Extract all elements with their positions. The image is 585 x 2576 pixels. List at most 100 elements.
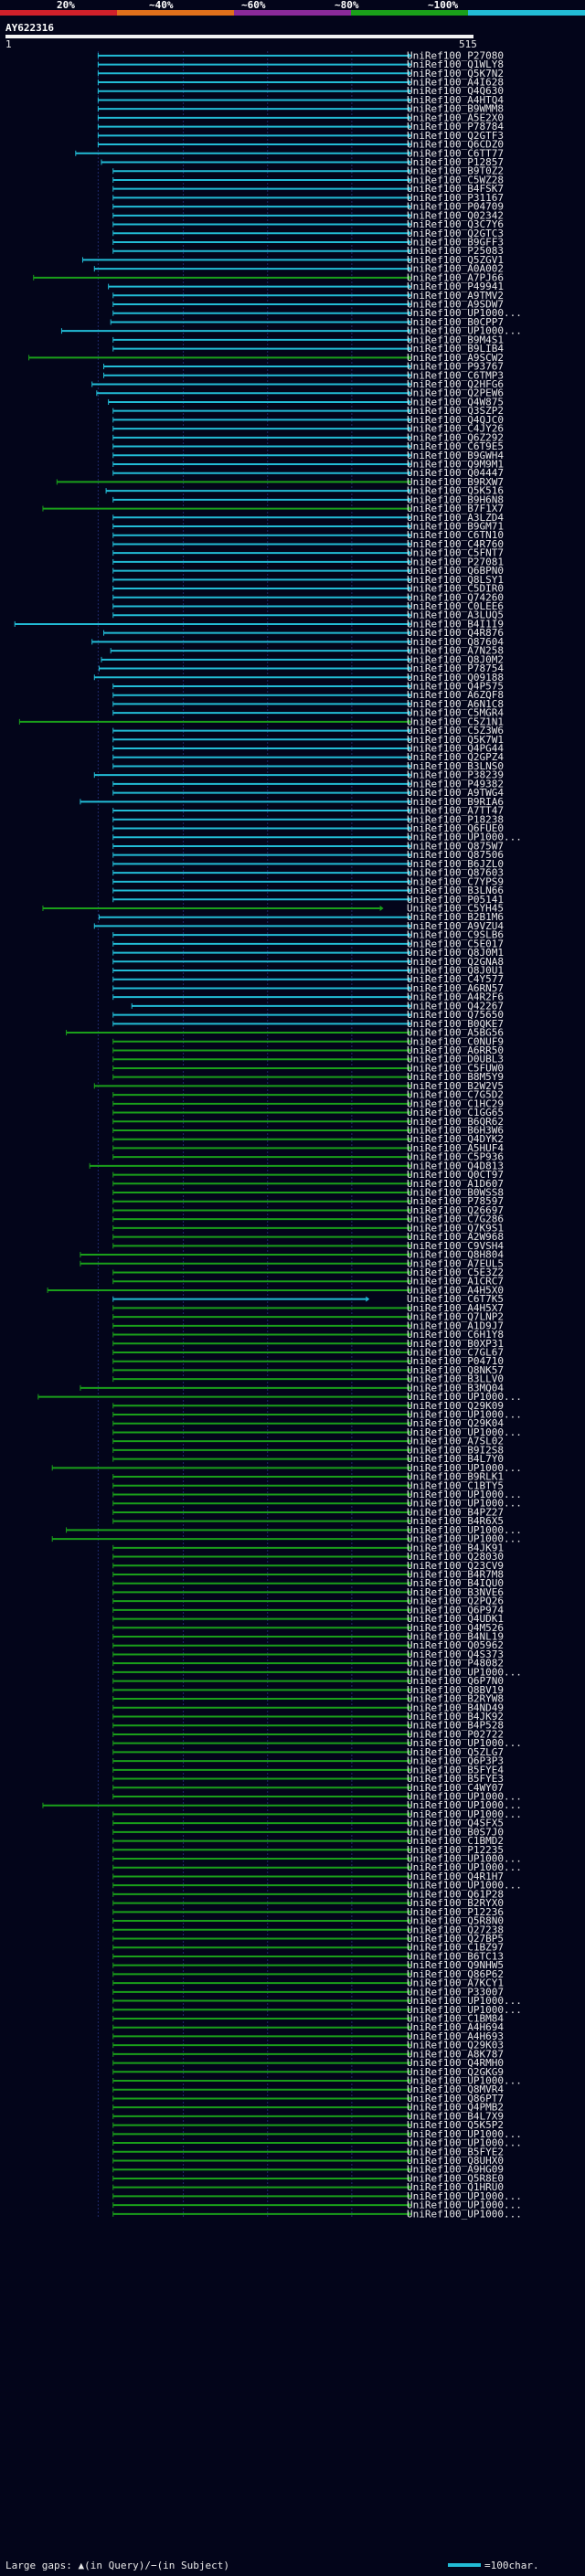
hit-row[interactable]: UniRef100_Q4RMH0 <box>112 2057 504 2069</box>
hit-label[interactable]: UniRef100_B6H3W6 <box>407 1124 504 1136</box>
hit-row[interactable]: UniRef100_B6TC13 <box>112 1950 504 1962</box>
hit-label[interactable]: UniRef100_Q6CDZ0 <box>407 139 504 151</box>
hit-row[interactable]: UniRef100_Q2HFG6 <box>91 378 504 390</box>
hit-label[interactable]: UniRef100_B4FSK7 <box>407 183 504 195</box>
hit-row[interactable]: UniRef100_Q2PEW6 <box>96 387 504 399</box>
hit-label[interactable]: UniRef100_A2W968 <box>407 1231 504 1243</box>
hit-label[interactable]: UniRef100_UP1000... <box>407 307 522 319</box>
hit-row[interactable]: UniRef100_C4WY07 <box>112 1782 504 1794</box>
hit-row[interactable]: UniRef100_Q4UDK1 <box>112 1613 504 1625</box>
hit-row[interactable]: UniRef100_Q6P7N0 <box>112 1675 504 1687</box>
hit-row[interactable]: UniRef100_Q3C7Y6 <box>112 218 504 230</box>
hit-row[interactable]: UniRef100_B9GFF3 <box>112 236 504 248</box>
hit-label[interactable]: UniRef100_UP1000... <box>407 1808 522 1820</box>
hit-row[interactable]: UniRef100_B9GM71 <box>112 521 504 533</box>
hit-label[interactable]: UniRef100_B4P528 <box>407 1720 504 1732</box>
hit-row[interactable]: UniRef100_B0CPP7 <box>110 316 504 328</box>
hit-label[interactable]: UniRef100_B9M4S1 <box>407 334 504 345</box>
hit-row[interactable]: UniRef100_Q5K7N2 <box>97 68 504 80</box>
hit-row[interactable]: UniRef100_A5BG56 <box>66 1027 504 1039</box>
hit-label[interactable]: UniRef100_P12235 <box>407 1844 504 1856</box>
hit-label[interactable]: UniRef100_UP1000... <box>407 1489 522 1500</box>
hit-label[interactable]: UniRef100_Q75650 <box>407 1009 504 1021</box>
hit-label[interactable]: UniRef100_Q09188 <box>407 672 504 684</box>
hit-label[interactable]: UniRef100_B2RYX0 <box>407 1897 504 1909</box>
hit-label[interactable]: UniRef100_Q8J0M2 <box>407 653 504 665</box>
hit-row[interactable]: UniRef100_B4ND49 <box>112 1701 504 1713</box>
hit-row[interactable]: UniRef100_P49382 <box>112 778 504 790</box>
hit-label[interactable]: UniRef100_B9GM71 <box>407 521 504 533</box>
hit-row[interactable]: UniRef100_Q6BPN0 <box>112 565 504 577</box>
hit-row[interactable]: UniRef100_P05141 <box>112 894 504 906</box>
hit-row[interactable]: UniRef100_Q29K04 <box>112 1417 505 1429</box>
hit-label[interactable]: UniRef100_Q4M526 <box>407 1622 504 1634</box>
hit-row[interactable]: UniRef100_A9TMV2 <box>112 290 504 302</box>
hit-row[interactable]: UniRef100_Q6CDZ0 <box>97 139 504 151</box>
hit-label[interactable]: UniRef100_Q4W875 <box>407 396 504 408</box>
hit-label[interactable]: UniRef100_UP1000... <box>407 2137 522 2149</box>
hit-row[interactable]: UniRef100_Q6Z292 <box>112 431 504 443</box>
hit-label[interactable]: UniRef100_C5Z1N1 <box>407 716 504 727</box>
hit-row[interactable]: UniRef100_A7SL02 <box>112 1436 504 1447</box>
hit-label[interactable]: UniRef100_C6TT77 <box>407 147 504 159</box>
hit-row[interactable]: UniRef100_Q875W7 <box>112 840 504 852</box>
hit-row[interactable]: UniRef100_UP1000... <box>37 1391 522 1403</box>
hit-row[interactable]: UniRef100_C1GG65 <box>112 1107 504 1118</box>
hit-label[interactable]: UniRef100_Q1HRU0 <box>407 2181 504 2193</box>
hit-label[interactable]: UniRef100_Q8LSY1 <box>407 574 504 586</box>
hit-label[interactable]: UniRef100_UP1000... <box>407 1995 522 2007</box>
hit-row[interactable]: UniRef100_A4HTQ4 <box>97 94 504 106</box>
hit-label[interactable]: UniRef100_P04709 <box>407 201 504 213</box>
hit-label[interactable]: UniRef100_UP1000... <box>407 2200 522 2211</box>
hit-row[interactable]: UniRef100_Q04447 <box>112 467 504 479</box>
hit-label[interactable]: UniRef100_B3NVE6 <box>407 1586 504 1598</box>
hit-label[interactable]: UniRef100_Q4PMB2 <box>407 2102 504 2114</box>
hit-row[interactable]: UniRef100_B4NL19 <box>112 1631 504 1643</box>
hit-label[interactable]: UniRef100_B5FYE4 <box>407 1764 504 1776</box>
hit-row[interactable]: UniRef100_Q4R1H7 <box>112 1871 504 1882</box>
hit-row[interactable]: UniRef100_B0WSS8 <box>112 1187 504 1199</box>
hit-label[interactable]: UniRef100_B4ND49 <box>407 1701 504 1713</box>
hit-label[interactable]: UniRef100_Q42267 <box>407 1000 504 1012</box>
hit-label[interactable]: UniRef100_P31167 <box>407 192 504 204</box>
hit-label[interactable]: UniRef100_C9VSH4 <box>407 1240 504 1252</box>
hit-row[interactable]: UniRef100_C1BTY5 <box>112 1479 504 1491</box>
hit-label[interactable]: UniRef100_Q5ZGV1 <box>407 254 504 266</box>
hit-label[interactable]: UniRef100_A4I628 <box>407 77 504 89</box>
hit-label[interactable]: UniRef100_Q8BV19 <box>407 1684 504 1696</box>
hit-label[interactable]: UniRef100_UP1000... <box>407 325 522 337</box>
hit-label[interactable]: UniRef100_A7SL02 <box>407 1436 504 1447</box>
hit-row[interactable]: UniRef100_B9LIB4 <box>112 343 505 355</box>
hit-label[interactable]: UniRef100_C9SLB6 <box>407 929 504 941</box>
hit-label[interactable]: UniRef100_B0CPP7 <box>407 316 504 328</box>
hit-row[interactable]: UniRef100_Q6FUE0 <box>112 822 504 834</box>
hit-row[interactable]: UniRef100_B4I1I9 <box>14 618 504 630</box>
hit-label[interactable]: UniRef100_D0UBL3 <box>407 1054 504 1065</box>
hit-label[interactable]: UniRef100_C1GG65 <box>407 1107 504 1118</box>
hit-label[interactable]: UniRef100_B2W2V5 <box>407 1080 504 1092</box>
hit-row[interactable]: UniRef100_Q8BV19 <box>112 1684 504 1696</box>
hit-row[interactable]: UniRef100_B9H6N8 <box>112 493 504 505</box>
hit-label[interactable]: UniRef100_Q4DYK2 <box>407 1133 504 1145</box>
hit-row[interactable]: UniRef100_B9RIA6 <box>80 796 504 808</box>
hit-row[interactable]: UniRef100_B9M4S1 <box>112 334 504 345</box>
hit-label[interactable]: UniRef100_C5WZ28 <box>407 174 504 186</box>
hit-row[interactable]: UniRef100_C6TMP3 <box>103 369 504 381</box>
hit-row[interactable]: UniRef100_UP1000... <box>112 1853 522 1865</box>
hit-row[interactable]: UniRef100_Q42267 <box>131 1000 504 1012</box>
hit-label[interactable]: UniRef100_B7F1X7 <box>407 503 504 514</box>
hit-row[interactable]: UniRef100_C0NUF9 <box>112 1035 504 1047</box>
hit-label[interactable]: UniRef100_B6QR62 <box>407 1116 504 1128</box>
hit-label[interactable]: UniRef100_B9RLK1 <box>407 1471 504 1483</box>
hit-label[interactable]: UniRef100_UP1000... <box>407 1861 522 1873</box>
hit-label[interactable]: UniRef100_UP1000... <box>407 1666 522 1678</box>
hit-row[interactable]: UniRef100_C9SLB6 <box>112 929 504 941</box>
hit-label[interactable]: UniRef100_B4IQU0 <box>407 1577 504 1589</box>
hit-label[interactable]: UniRef100_C4R760 <box>407 538 504 550</box>
hit-row[interactable]: UniRef100_A7N258 <box>110 645 504 657</box>
hit-row[interactable]: UniRef100_Q5K7W1 <box>112 734 504 746</box>
hit-label[interactable]: UniRef100_Q5K5P2 <box>407 2119 504 2131</box>
hit-row[interactable]: UniRef100_UP1000... <box>112 1880 522 1892</box>
hit-label[interactable]: UniRef100_Q87603 <box>407 867 504 879</box>
hit-row[interactable]: UniRef100_Q26697 <box>112 1204 504 1216</box>
